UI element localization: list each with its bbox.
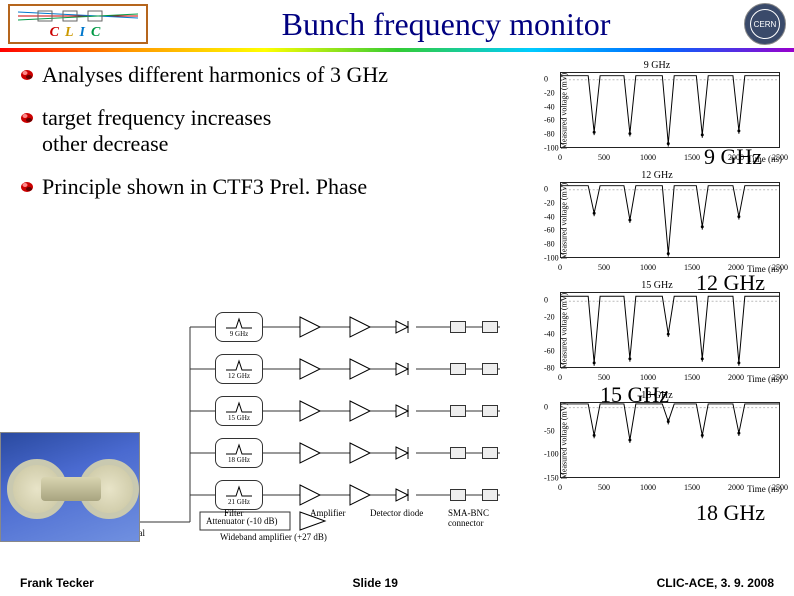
chart-plot (560, 182, 780, 258)
chart-xlabel: Time (ns) (747, 154, 782, 164)
bullet-text: Principle shown in CTF3 Prel. Phase (42, 174, 367, 199)
device-photo (0, 432, 140, 542)
connector-box (450, 363, 466, 375)
connector-box (482, 489, 498, 501)
filter-box: 21 GHz (215, 480, 263, 510)
footer: Frank Tecker Slide 19 CLIC-ACE, 3. 9. 20… (0, 570, 794, 596)
chart-plot (560, 72, 780, 148)
connector-box (450, 489, 466, 501)
clic-logo: CLIC (8, 4, 148, 44)
filter-box: 18 GHz (215, 438, 263, 468)
chart-title: 12 GHz (641, 170, 672, 181)
chart-plot (560, 402, 780, 478)
cern-logo: CERN (744, 3, 786, 45)
block-diagram: 9 GHz12 GHz15 GHz18 GHz21 GHz Filter Amp… (120, 312, 520, 542)
caption-detector: Detector diode (370, 508, 423, 518)
clic-text: CLIC (50, 25, 107, 41)
voltage-chart: 15 GHz Measured voltage (mV) 05001000150… (526, 278, 788, 384)
bullet-item: Analyses different harmonics of 3 GHz (20, 62, 500, 87)
freq-label: 18 GHz (696, 500, 765, 526)
bullet-icon (20, 180, 34, 194)
voltage-chart: 9 GHz Measured voltage (mV) 050010001500… (526, 58, 788, 164)
chart-xlabel: Time (ns) (747, 264, 782, 274)
footer-author: Frank Tecker (20, 576, 94, 590)
footer-slide-number: Slide 19 (353, 576, 398, 590)
slide-title: Bunch frequency monitor (148, 6, 744, 43)
bullet-item: Principle shown in CTF3 Prel. Phase (20, 174, 500, 199)
bullet-item: target frequency increases other decreas… (20, 105, 500, 156)
connector-box (482, 321, 498, 333)
chart-title: 18 GHz (641, 390, 672, 401)
clic-beams-icon (18, 7, 138, 25)
connector-box (482, 405, 498, 417)
caption-amplifier: Amplifier (310, 508, 346, 518)
attenuator-label: Attenuator (-10 dB) (206, 516, 277, 526)
voltage-chart: 18 GHz Measured voltage (mV) 05001000150… (526, 388, 788, 494)
bullet-icon (20, 68, 34, 82)
connector-box (482, 447, 498, 459)
bullet-list: Analyses different harmonics of 3 GHz ta… (20, 62, 500, 217)
connector-box (482, 363, 498, 375)
bullet-icon (20, 111, 34, 125)
charts-column: 9 GHz Measured voltage (mV) 050010001500… (526, 58, 788, 498)
chart-title: 15 GHz (641, 280, 672, 291)
filter-box: 12 GHz (215, 354, 263, 384)
voltage-chart: 12 GHz Measured voltage (mV) 05001000150… (526, 168, 788, 274)
wideband-label: Wideband amplifier (+27 dB) (220, 532, 327, 542)
chart-plot (560, 292, 780, 368)
chart-title: 9 GHz (644, 60, 670, 71)
connector-box (450, 321, 466, 333)
bullet-text: target frequency increases other decreas… (42, 105, 271, 156)
chart-xlabel: Time (ns) (747, 484, 782, 494)
chart-xlabel: Time (ns) (747, 374, 782, 384)
filter-box: 9 GHz (215, 312, 263, 342)
connector-box (450, 405, 466, 417)
caption-connector: SMA-BNC connector (448, 508, 489, 528)
connector-box (450, 447, 466, 459)
footer-event: CLIC-ACE, 3. 9. 2008 (657, 576, 774, 590)
header: CLIC Bunch frequency monitor CERN (0, 0, 794, 48)
filter-box: 15 GHz (215, 396, 263, 426)
bullet-text: Analyses different harmonics of 3 GHz (42, 62, 388, 87)
body: Analyses different harmonics of 3 GHz ta… (0, 52, 794, 572)
cern-label: CERN (754, 20, 777, 29)
